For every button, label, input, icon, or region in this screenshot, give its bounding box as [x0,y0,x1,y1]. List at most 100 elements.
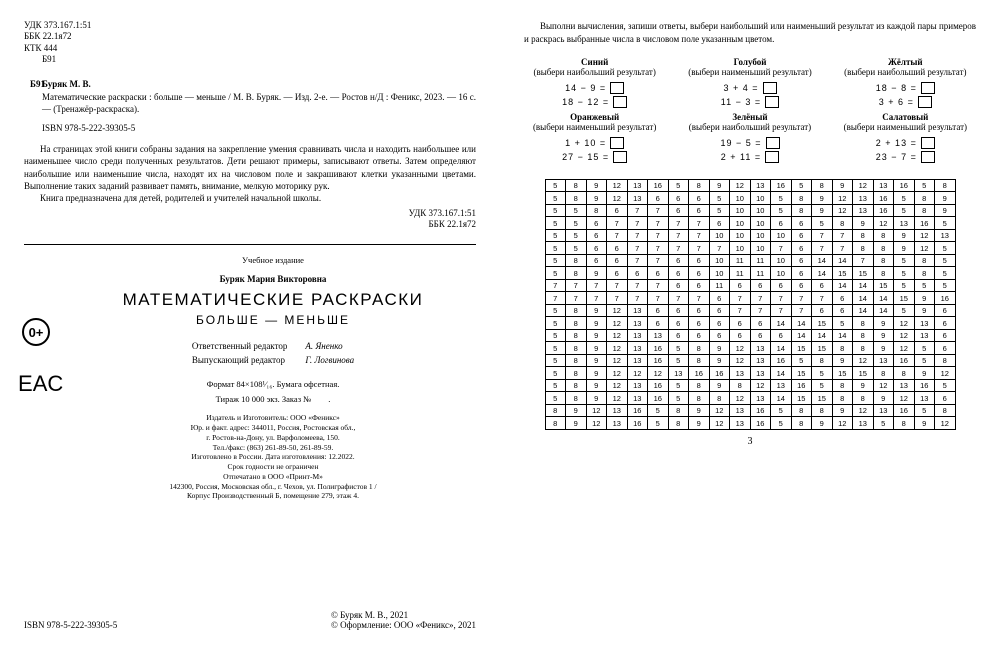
grid-cell: 6 [586,217,607,230]
grid-cell: 10 [771,267,792,280]
grid-cell: 9 [935,192,956,205]
grid-cell: 5 [894,304,915,317]
left-page: УДК 373.167.1:51 ББК 22.1я72 КТК 444 Б91… [0,0,500,650]
grid-cell: 9 [709,342,730,355]
grid-cell: 14 [771,317,792,330]
grid-cell: 5 [545,354,566,367]
grid-cell: 6 [791,254,812,267]
grid-cell: 5 [935,267,956,280]
grid-cell: 6 [935,304,956,317]
grid-cell: 5 [812,217,833,230]
group-name: Голубой [679,57,820,67]
grid-cell: 8 [935,354,956,367]
answer-box[interactable] [765,151,779,163]
answer-box[interactable] [921,151,935,163]
grid-cell: 8 [545,404,566,417]
answer-box[interactable] [610,82,624,94]
grid-cell: 7 [730,292,751,305]
grid-cell: 5 [935,242,956,255]
expression-row: 3 + 4 = [679,82,820,94]
grid-cell: 10 [750,242,771,255]
editor-name: А. Яненко [297,340,362,352]
grid-cell: 9 [853,217,874,230]
grid-cell: 6 [709,292,730,305]
grid-cell: 13 [750,342,771,355]
grid-cell: 15 [894,292,915,305]
grid-cell: 7 [771,242,792,255]
answer-box[interactable] [613,151,627,163]
grid-cell: 5 [648,404,669,417]
grid-cell: 5 [894,267,915,280]
grid-cell: 12 [607,304,628,317]
grid-cell: 12 [709,404,730,417]
grid-cell: 14 [853,292,874,305]
classifier-line: ББК 22.1я72 [24,31,476,42]
grid-cell: 6 [689,204,710,217]
grid-cell: 7 [812,242,833,255]
rclass-line: УДК 373.167.1:51 [24,208,476,219]
exercise-group: Салатовый(выбери наименьший результат)2 … [835,112,976,165]
grid-cell: 8 [566,317,587,330]
grid-cell: 12 [914,229,935,242]
grid-cell: 5 [545,192,566,205]
grid-cell: 8 [812,179,833,192]
grid-cell: 5 [914,179,935,192]
grid-cell: 7 [853,254,874,267]
grid-cell: 10 [709,254,730,267]
grid-cell: 12 [853,354,874,367]
grid-cell: 8 [812,404,833,417]
group-subtitle: (выбери наибольший результат) [835,67,976,78]
answer-box[interactable] [765,96,779,108]
grid-cell: 6 [935,392,956,405]
grid-cell: 6 [689,304,710,317]
group-subtitle: (выбери наименьший результат) [679,67,820,78]
grid-cell: 16 [771,179,792,192]
answer-box[interactable] [610,137,624,149]
grid-cell: 8 [914,204,935,217]
grid-cell: 8 [709,392,730,405]
grid-cell: 5 [566,229,587,242]
biblio-text: Математические раскраски : больше — мень… [42,91,476,115]
grid-cell: 12 [832,192,853,205]
grid-cell: 15 [791,342,812,355]
answer-box[interactable] [613,96,627,108]
grid-cell: 13 [894,217,915,230]
grid-cell: 12 [648,367,669,380]
answer-box[interactable] [921,82,935,94]
answer-box[interactable] [918,96,932,108]
grid-cell: 9 [873,329,894,342]
grid-cell: 7 [668,242,689,255]
grid-cell: 5 [771,404,792,417]
grid-cell: 9 [586,179,607,192]
grid-cell: 7 [566,279,587,292]
answer-box[interactable] [921,137,935,149]
grid-cell: 6 [607,254,628,267]
grid-cell: 12 [607,329,628,342]
grid-cell: 9 [566,417,587,430]
grid-cell: 13 [914,317,935,330]
publisher-line: Отпечатано в ООО «Принт-М» [80,472,466,482]
expression-row: 14 − 9 = [524,82,665,94]
grid-cell: 5 [894,192,915,205]
grid-cell: 10 [709,229,730,242]
grid-cell: 5 [935,279,956,292]
grid-cell: 6 [689,254,710,267]
grid-cell: 7 [648,292,669,305]
group-name: Салатовый [835,112,976,122]
answer-box[interactable] [766,137,780,149]
exercise-group: Зелёный(выбери наибольший результат)19 −… [679,112,820,165]
expression-row: 27 − 15 = [524,151,665,163]
grid-cell: 15 [812,317,833,330]
answer-box[interactable] [763,82,777,94]
classifiers-block: УДК 373.167.1:51 ББК 22.1я72 КТК 444 Б91 [24,20,476,65]
grid-cell: 8 [873,254,894,267]
grid-cell: 13 [853,192,874,205]
grid-cell: 11 [709,279,730,292]
grid-cell: 5 [648,417,669,430]
grid-cell: 13 [607,404,628,417]
grid-cell: 15 [832,367,853,380]
instructions: Выполни вычисления, запиши ответы, выбер… [524,20,976,45]
grid-cell: 13 [914,329,935,342]
grid-cell: 13 [750,354,771,367]
grid-cell: 8 [566,379,587,392]
